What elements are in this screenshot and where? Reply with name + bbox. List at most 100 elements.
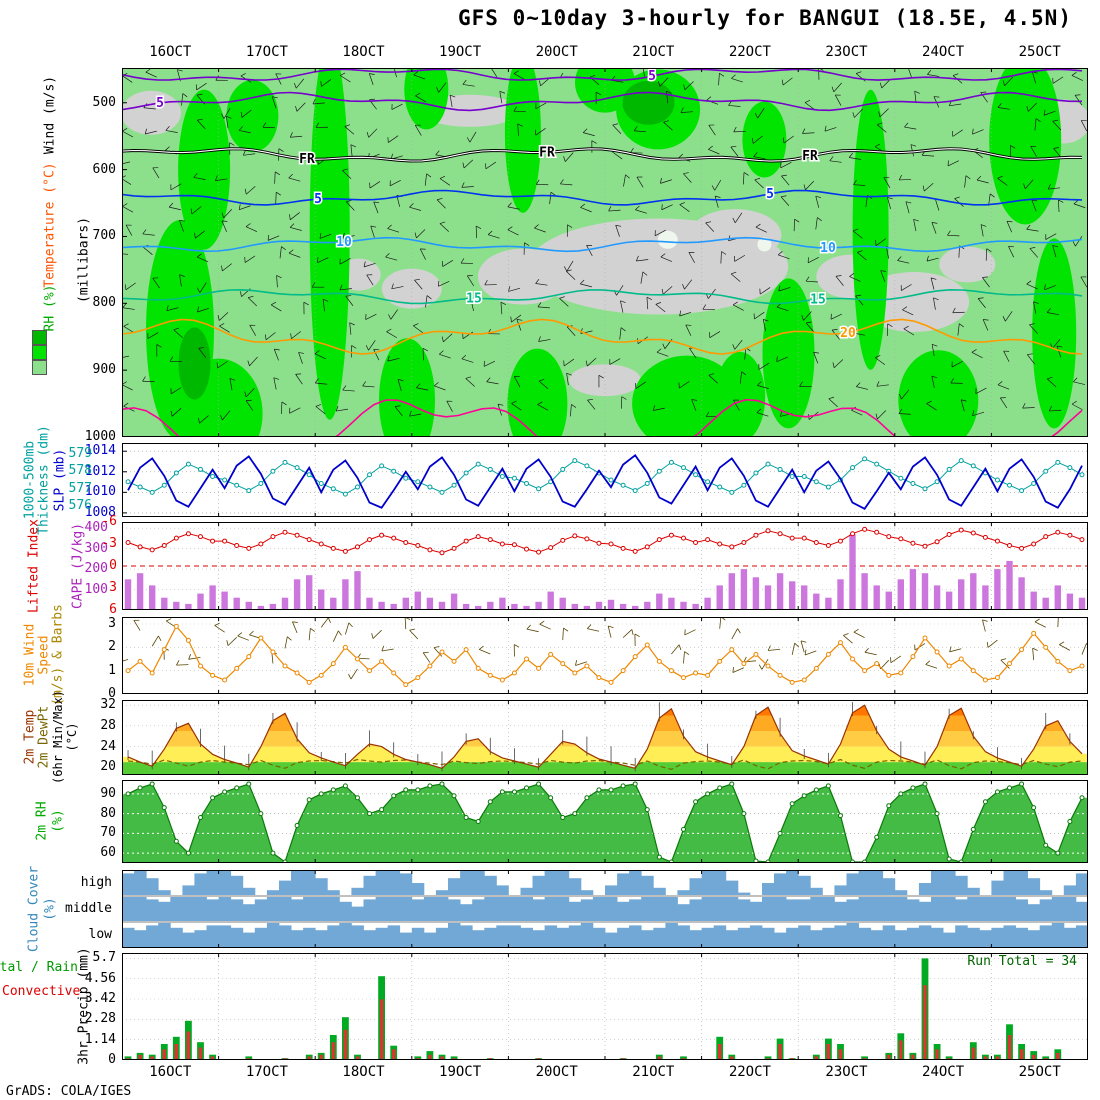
cloud-bar [580, 890, 594, 895]
cape-bar [499, 597, 506, 610]
cloud-bar [556, 871, 570, 895]
precip-convective-bar [198, 1047, 203, 1060]
cloud-bar [351, 887, 364, 895]
cloud-bar [170, 927, 183, 947]
precip-convective-bar [923, 985, 927, 1060]
cape-bar [909, 569, 917, 610]
cloud-bar [194, 873, 207, 895]
dewpoint-line [127, 758, 1083, 770]
legend-precip-convective: Convective [2, 984, 81, 999]
cloud-bar [737, 892, 751, 895]
cloud-bar [387, 925, 401, 947]
cloud-bar [665, 923, 678, 947]
precip-convective-bar [307, 1056, 311, 1060]
cape-bar [994, 569, 1001, 610]
cape-bar [342, 579, 349, 610]
cloud-bar [1075, 925, 1088, 947]
precip-convective-bar [392, 1049, 396, 1060]
cape-bar [861, 573, 868, 610]
pressure-tick: 1000 [84, 429, 116, 444]
cloud-bar [846, 899, 859, 921]
cloud-bar [967, 897, 980, 921]
cloud-bar [774, 873, 787, 895]
cloud-bar [810, 887, 823, 895]
cloud-bar [725, 930, 739, 947]
thickness-line [127, 458, 1083, 495]
wind-speed-line [127, 625, 1083, 686]
precip-tick: 5.7 [92, 950, 116, 966]
cloud-bar [677, 904, 690, 921]
cape-bar [656, 593, 663, 610]
cloud-bar [375, 897, 389, 921]
cape-bar [813, 593, 820, 610]
cape-bar [161, 597, 168, 610]
cape-bar [378, 601, 385, 610]
cloud-bar [1051, 923, 1065, 947]
cape-bar [740, 569, 748, 610]
x-tick-label-top: 16OCT [149, 44, 192, 60]
cloud-bar [411, 883, 425, 895]
cape-bar [511, 603, 518, 610]
cloud-bar [158, 901, 171, 921]
cloud-bar [605, 885, 618, 895]
cloud-bar [943, 932, 956, 947]
rh-tick: 90 [100, 785, 116, 801]
contour-label: FR [802, 149, 818, 164]
cloud-bar [448, 878, 461, 895]
cape-bar [825, 597, 832, 610]
precip-total-bar [124, 1056, 132, 1060]
cloud-bar [158, 923, 171, 947]
temp-band [122, 762, 1088, 775]
temp-tick: 28 [100, 717, 116, 733]
pressure-tick: 600 [92, 161, 116, 177]
cloud-bar [967, 927, 980, 947]
cloud-bar [423, 897, 437, 921]
cloud-bar [411, 899, 425, 921]
cloud-bar [520, 887, 533, 895]
precip-total-bar [450, 1056, 458, 1060]
precip-convective-bar [138, 1054, 142, 1060]
temp-tick: 24 [100, 738, 116, 754]
cape-bar [595, 601, 603, 610]
cloud-bar [122, 927, 135, 947]
rh-colorbar-dark [32, 330, 47, 345]
rh-blob [226, 80, 279, 153]
cloud-bar [677, 890, 690, 895]
cloud-bar [242, 932, 256, 947]
cloud-bar [1027, 930, 1041, 947]
cloud-bar [339, 923, 352, 947]
cloud-bar [122, 873, 135, 895]
cloud-bar [291, 930, 304, 947]
cloud-bar [858, 897, 872, 921]
cloud-bar [894, 930, 908, 947]
cloud-bar [266, 890, 280, 895]
cloud-bar [279, 897, 292, 921]
cloud-bar [762, 897, 775, 921]
cape-bar [136, 573, 144, 610]
thickness-tick: 579 [68, 445, 92, 461]
rh-colorbar [32, 330, 47, 375]
cape-bar [970, 573, 977, 610]
precip-tick: 1.14 [84, 1031, 116, 1047]
cloud-bar [556, 927, 570, 947]
temperature-contour [122, 68, 1083, 81]
cloud-bar [713, 925, 727, 947]
cape-bar [752, 577, 760, 610]
rh-blob [622, 80, 675, 125]
x-tick-label-bottom: 21OCT [632, 1064, 675, 1080]
cape-bar [535, 601, 542, 610]
slp-tick: 1012 [84, 463, 116, 479]
cloud-bar [472, 930, 485, 947]
cloud-bar [701, 871, 715, 895]
precip-convective-bar [428, 1054, 432, 1060]
cape-bar [897, 579, 904, 610]
cape-bar [1042, 597, 1049, 610]
contour-label: 15 [810, 292, 826, 307]
cloud-bar [943, 871, 956, 895]
cloud-bar [218, 897, 232, 921]
temp-tick: 20 [100, 759, 116, 775]
cloud-bar [327, 890, 340, 895]
cloud-bar [798, 899, 811, 921]
cloud-bar [266, 923, 280, 947]
contour-label: 10 [820, 241, 836, 256]
